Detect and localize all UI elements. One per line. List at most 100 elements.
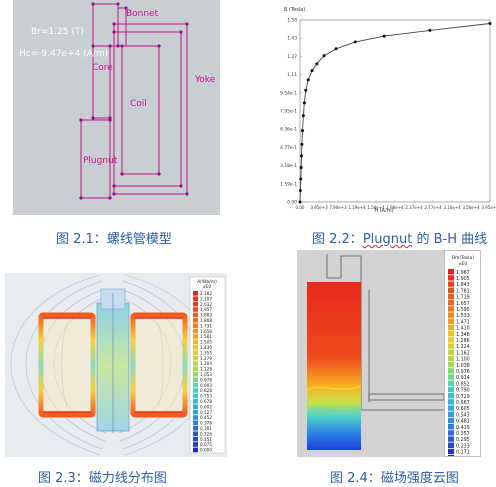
solenoid-model-drawing: Br=1.25 (T) Hc=-9.47e+4 (A/m) Bonnet Cor… — [19, 2, 216, 200]
bh-data-point — [298, 200, 302, 204]
legend-value: 1.967 — [456, 270, 470, 276]
legend-title: A(Wb/m) — [197, 279, 217, 285]
legend-value: 1.719 — [456, 295, 470, 301]
legend-swatch — [193, 307, 198, 312]
legend-swatch — [193, 366, 198, 372]
y-tick-label: 9.54e-1 — [280, 90, 297, 96]
y-tick-label: 1.11 — [287, 72, 297, 78]
bh-data-point — [299, 177, 303, 181]
legend-swatch — [193, 399, 198, 404]
legend-value: 2.032 — [200, 302, 212, 307]
x-tick-label: 7.90e+3 — [329, 205, 347, 210]
mesh-vertices — [79, 2, 189, 200]
legend-swatch — [448, 380, 454, 386]
caption-text: 螺线管模型 — [106, 232, 172, 247]
legend-value: 0.109 — [456, 456, 470, 457]
legend-value: 1.286 — [456, 338, 470, 344]
legend-value: 0.978 — [200, 377, 212, 382]
bh-data-point — [353, 40, 357, 44]
legend-swatch — [448, 331, 454, 337]
legend-value: 2.182 — [200, 291, 212, 296]
solenoid-model-figure: Br=1.25 (T) Hc=-9.47e+4 (A/m) Bonnet Cor… — [13, 0, 220, 215]
caption-text: 磁场强度云图 — [380, 471, 459, 486]
legend-swatch — [193, 377, 198, 382]
legend-value: 0.295 — [456, 437, 470, 443]
yoke-inner — [114, 31, 182, 187]
legend-value: 1.595 — [456, 307, 470, 313]
y-tick-label: 1.43 — [287, 36, 297, 42]
legend-value: 0.753 — [200, 394, 212, 399]
legend-value: 0.605 — [456, 406, 470, 412]
legend-swatch — [193, 436, 198, 442]
bonnet-label: Bonnet — [126, 9, 159, 19]
legend-value: 1.808 — [200, 318, 212, 323]
legend-swatch — [448, 430, 454, 436]
x-tick-label: 2.77e+4 — [424, 205, 442, 210]
legend-value: 1.905 — [456, 276, 470, 282]
bh-data-points — [298, 21, 492, 204]
br-label: Br=1.25 (T) — [31, 27, 84, 37]
legend-swatch — [193, 404, 198, 409]
bh-data-point — [300, 142, 304, 146]
legend-swatch — [448, 405, 454, 411]
legend-value: 1.843 — [456, 282, 470, 288]
bh-data-point — [302, 101, 306, 105]
legend-swatch — [193, 350, 198, 355]
yoke-outer — [114, 23, 188, 195]
x-axis-label: H (A/m) — [374, 208, 393, 214]
legend-value: 0.233 — [456, 443, 470, 449]
figure-2-3-caption: 图 2.3：磁力线分布图 — [38, 467, 167, 486]
coil-outline — [121, 45, 160, 175]
caption-prefix: 图 2.4： — [330, 471, 381, 486]
high-flux-ticks — [43, 317, 183, 413]
contour-band — [306, 385, 362, 391]
yoke-label: Yoke — [194, 75, 216, 85]
legend-swatch — [193, 431, 198, 436]
legend-color-scale: 2.1822.1072.0321.9571.8831.8081.7311.656… — [193, 291, 212, 453]
legend-value: 1.279 — [200, 356, 212, 361]
legend-value: 1.471 — [456, 319, 470, 325]
plot-frame — [299, 19, 491, 203]
figure-2-1-caption: 图 2.1：螺线管模型 — [56, 228, 172, 247]
legend-swatch — [448, 386, 454, 393]
legend-swatch — [193, 345, 198, 350]
y-tick-label: 1.58 — [287, 18, 297, 24]
legend-value: 0.357 — [456, 431, 470, 437]
bh-data-point — [310, 69, 314, 73]
yoke-boundary — [368, 393, 444, 401]
legend-swatch — [448, 324, 454, 331]
legend-value: 1.883 — [200, 313, 212, 318]
legend-value: 0.602 — [200, 404, 212, 409]
legend-value: 1.957 — [200, 307, 212, 312]
legend-swatch — [448, 337, 454, 343]
yoke-right-field — [130, 312, 188, 418]
legend-swatch — [193, 361, 198, 366]
coil-left-region — [45, 319, 89, 411]
bh-data-point — [382, 34, 386, 38]
legend-swatch — [193, 318, 198, 323]
plugnut-label: Plugnut — [83, 156, 118, 166]
legend-value: 1.781 — [456, 288, 470, 294]
legend-unit: xE0 — [203, 284, 212, 290]
plugnut-intensity-map — [307, 282, 361, 450]
legend-swatch — [193, 409, 198, 415]
yoke-left-field — [38, 312, 96, 418]
x-tick-label: 0.00 — [296, 205, 305, 210]
legend-swatch — [448, 349, 454, 355]
field-intensity-plot — [306, 254, 444, 450]
legend-swatch — [448, 442, 454, 448]
legend-value: 1.100 — [456, 357, 470, 363]
bh-data-point — [315, 62, 319, 66]
coil-label: Coil — [130, 99, 147, 109]
core-label: Core — [92, 63, 113, 73]
legend-value: 0.226 — [200, 431, 212, 436]
legend-value: 1.505 — [200, 340, 212, 345]
legend-swatch — [448, 448, 454, 455]
caption-word-plugnut: Plugnut — [362, 232, 413, 247]
legend-value: 0.075 — [200, 442, 212, 447]
legend-swatch — [193, 355, 198, 361]
legend-value: 2.107 — [200, 296, 212, 301]
legend-value: 1.162 — [456, 350, 470, 356]
caption-prefix: 图 2.3： — [38, 471, 89, 486]
bh-data-point — [322, 54, 326, 58]
